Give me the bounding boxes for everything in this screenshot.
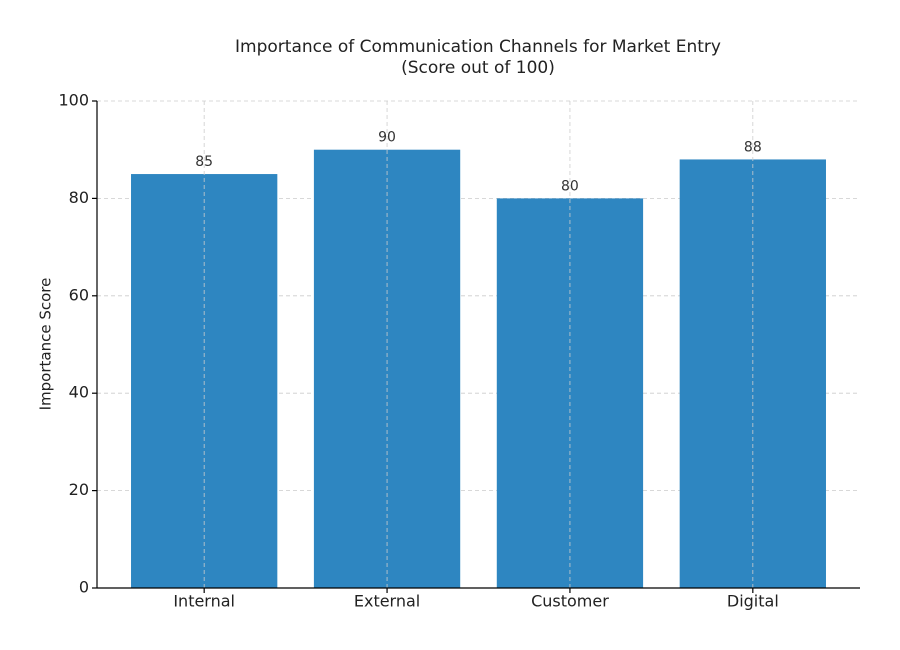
value-label: 85 [195,154,213,170]
x-tick-label: Customer [531,592,609,611]
value-label: 80 [561,178,579,194]
value-label: 88 [744,139,762,155]
chart-subtitle: (Score out of 100) [401,58,555,78]
y-tick-label: 0 [79,578,89,597]
x-tick-label: External [354,592,420,611]
y-tick-label: 80 [69,188,89,207]
y-tick-label: 100 [58,91,89,110]
value-label: 90 [378,130,396,146]
y-tick-label: 40 [69,383,89,402]
x-tick-label: Internal [173,592,235,611]
chart-title: Importance of Communication Channels for… [235,37,721,57]
y-tick-label: 60 [69,285,89,304]
x-tick-label: Digital [727,592,779,611]
y-tick-label: 20 [69,480,89,499]
y-axis-label: Importance Score [37,278,55,411]
